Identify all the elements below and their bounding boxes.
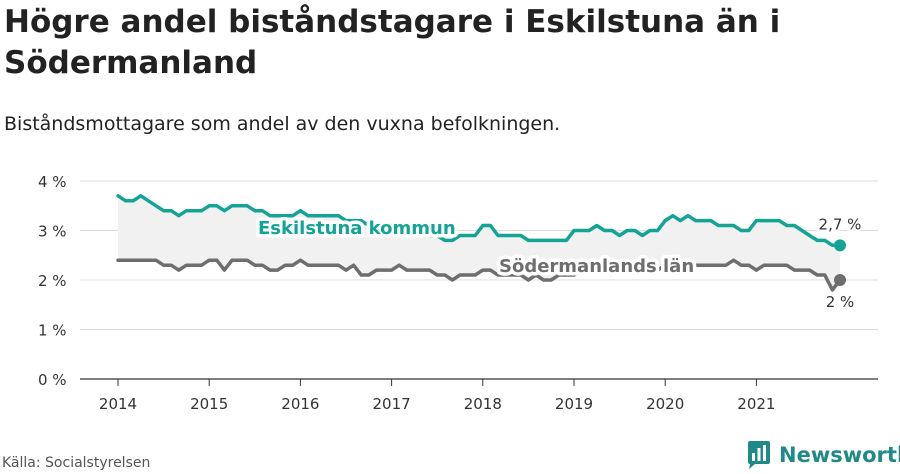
x-tick-label: 2021 — [737, 395, 775, 413]
y-tick-label: 1 % — [38, 322, 67, 340]
source-note: Källa: Socialstyrelsen — [2, 455, 151, 471]
x-tick-label: 2015 — [190, 395, 228, 413]
y-tick-label: 2 % — [38, 272, 67, 290]
x-tick-label: 2018 — [464, 395, 502, 413]
brand-name: Newsworthy — [779, 443, 900, 467]
end-label-eskilstuna: 2,7 % — [819, 215, 862, 233]
y-tick-label: 4 % — [38, 173, 67, 191]
x-tick-label: 2019 — [555, 395, 593, 413]
series-label-eskilstuna: Eskilstuna kommun — [258, 218, 456, 239]
x-tick-label: 2020 — [646, 395, 684, 413]
brand-logo: Newsworthy — [746, 440, 900, 470]
newsworthy-logo-icon — [748, 441, 770, 469]
y-tick-label: 0 % — [38, 371, 67, 389]
end-point-sodermanland — [834, 274, 846, 286]
line-chart: 0 % 1 % 2 % 3 % 4 % 2014 2015 2016 2017 2018 2019 2… — [38, 173, 878, 413]
y-tick-label: 3 % — [38, 223, 67, 241]
difference-band — [118, 195, 840, 290]
end-point-eskilstuna — [834, 239, 846, 252]
series-line-sodermanland — [116, 258, 842, 292]
x-tick-label: 2017 — [373, 395, 411, 413]
end-label-sodermanland: 2 % — [826, 293, 855, 311]
chart-subtitle: Biståndsmottagare som andel av den vuxna… — [4, 113, 561, 135]
x-tick-label: 2016 — [281, 395, 319, 413]
chart-title: Högre andel biståndstagare i Eskilstuna … — [4, 4, 781, 81]
x-tick-label: 2014 — [99, 395, 137, 413]
series-line-eskilstuna — [116, 194, 842, 248]
series-label-sodermanland: Södermanlands län — [499, 256, 694, 277]
